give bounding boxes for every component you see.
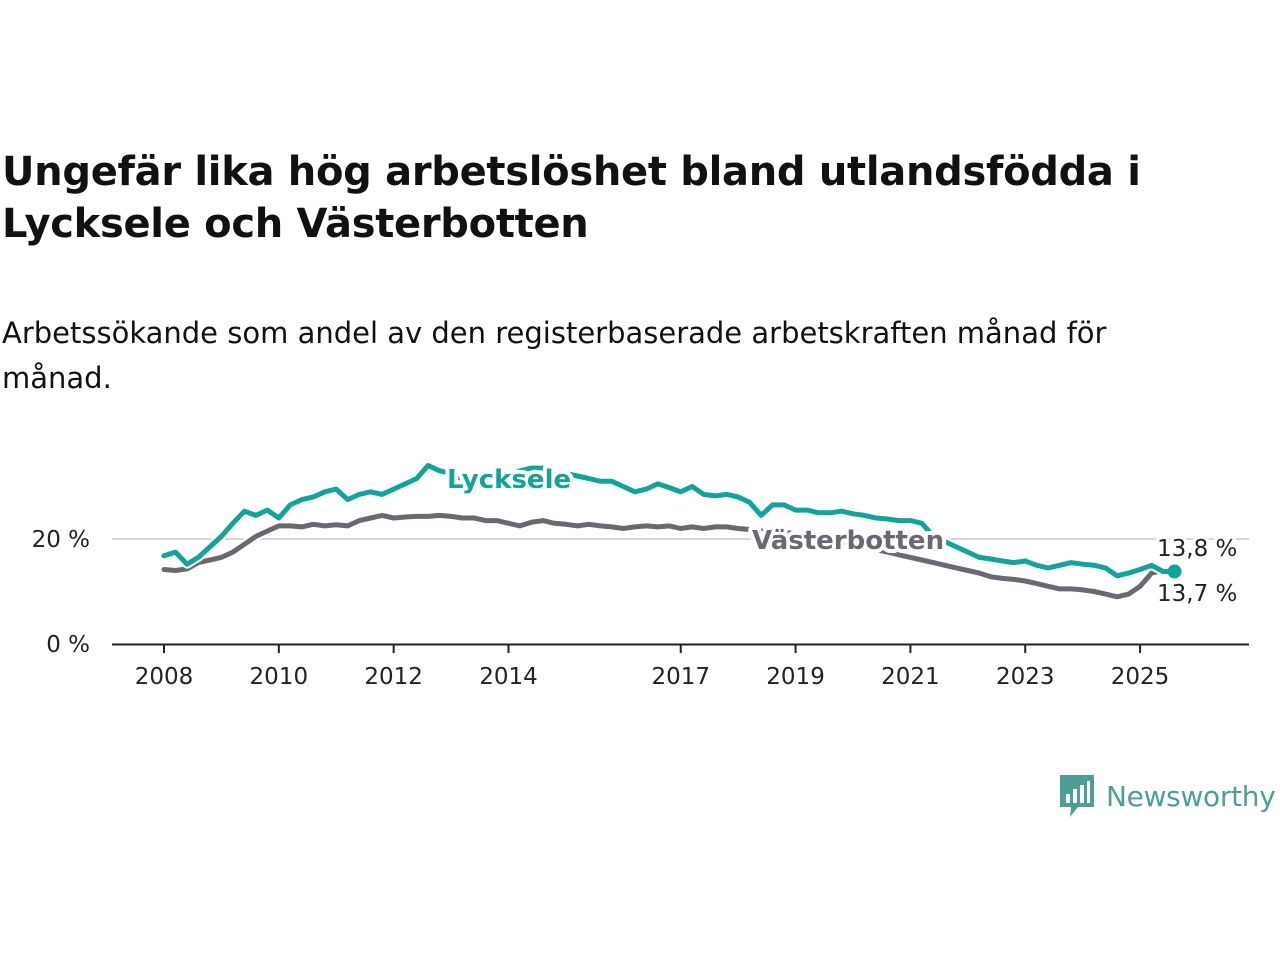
y-tick-label: 20 % (32, 527, 90, 553)
x-tick-label: 2019 (766, 664, 825, 690)
end-label-vasterbotten-halo: 13,7 % (1157, 581, 1237, 607)
y-tick-label: 0 % (46, 632, 90, 658)
end-label-lycksele-halo: 13,8 % (1157, 536, 1237, 562)
x-tick-label: 2014 (479, 664, 538, 690)
chart-title: Ungefär lika hög arbetslöshet bland utla… (2, 149, 1141, 247)
series-line-lycksele (161, 463, 1177, 579)
labels: LyckseleLyckseleVästerbottenVästerbotten… (443, 461, 1241, 611)
newsworthy-logo: Newsworthy (1058, 772, 1276, 820)
x-tick-label: 2017 (651, 664, 710, 690)
series-label-lycksele-halo: Lycksele (447, 465, 571, 495)
series-label-vasterbotten: Västerbotten (752, 526, 944, 556)
x-tick-label: 2025 (1111, 664, 1170, 690)
axes: 0 % 20 % 2008 2010 2012 2014 2017 2019 2021 2023 2… (32, 527, 1249, 690)
series-label-vasterbotten-halo: Västerbotten (752, 526, 944, 556)
x-tick-label: 2012 (364, 664, 423, 690)
series-line-västerbotten (161, 512, 1177, 600)
brand-name: Newsworthy (1106, 779, 1276, 813)
series-label-lycksele: Lycksele (447, 465, 571, 495)
x-tick-label: 2008 (135, 664, 194, 690)
end-label-lycksele: 13,8 % (1157, 536, 1237, 562)
series-lines (161, 461, 1182, 602)
x-tick-label: 2021 (881, 664, 940, 690)
end-label-vasterbotten: 13,7 % (1157, 581, 1237, 607)
bar-chart-logo-icon (1060, 775, 1094, 817)
x-tick-label: 2010 (250, 664, 309, 690)
x-tick-label: 2023 (996, 664, 1055, 690)
series-end-marker (1167, 564, 1182, 579)
chart-subtitle: Arbetssökande som andel av den registerb… (2, 316, 1107, 395)
